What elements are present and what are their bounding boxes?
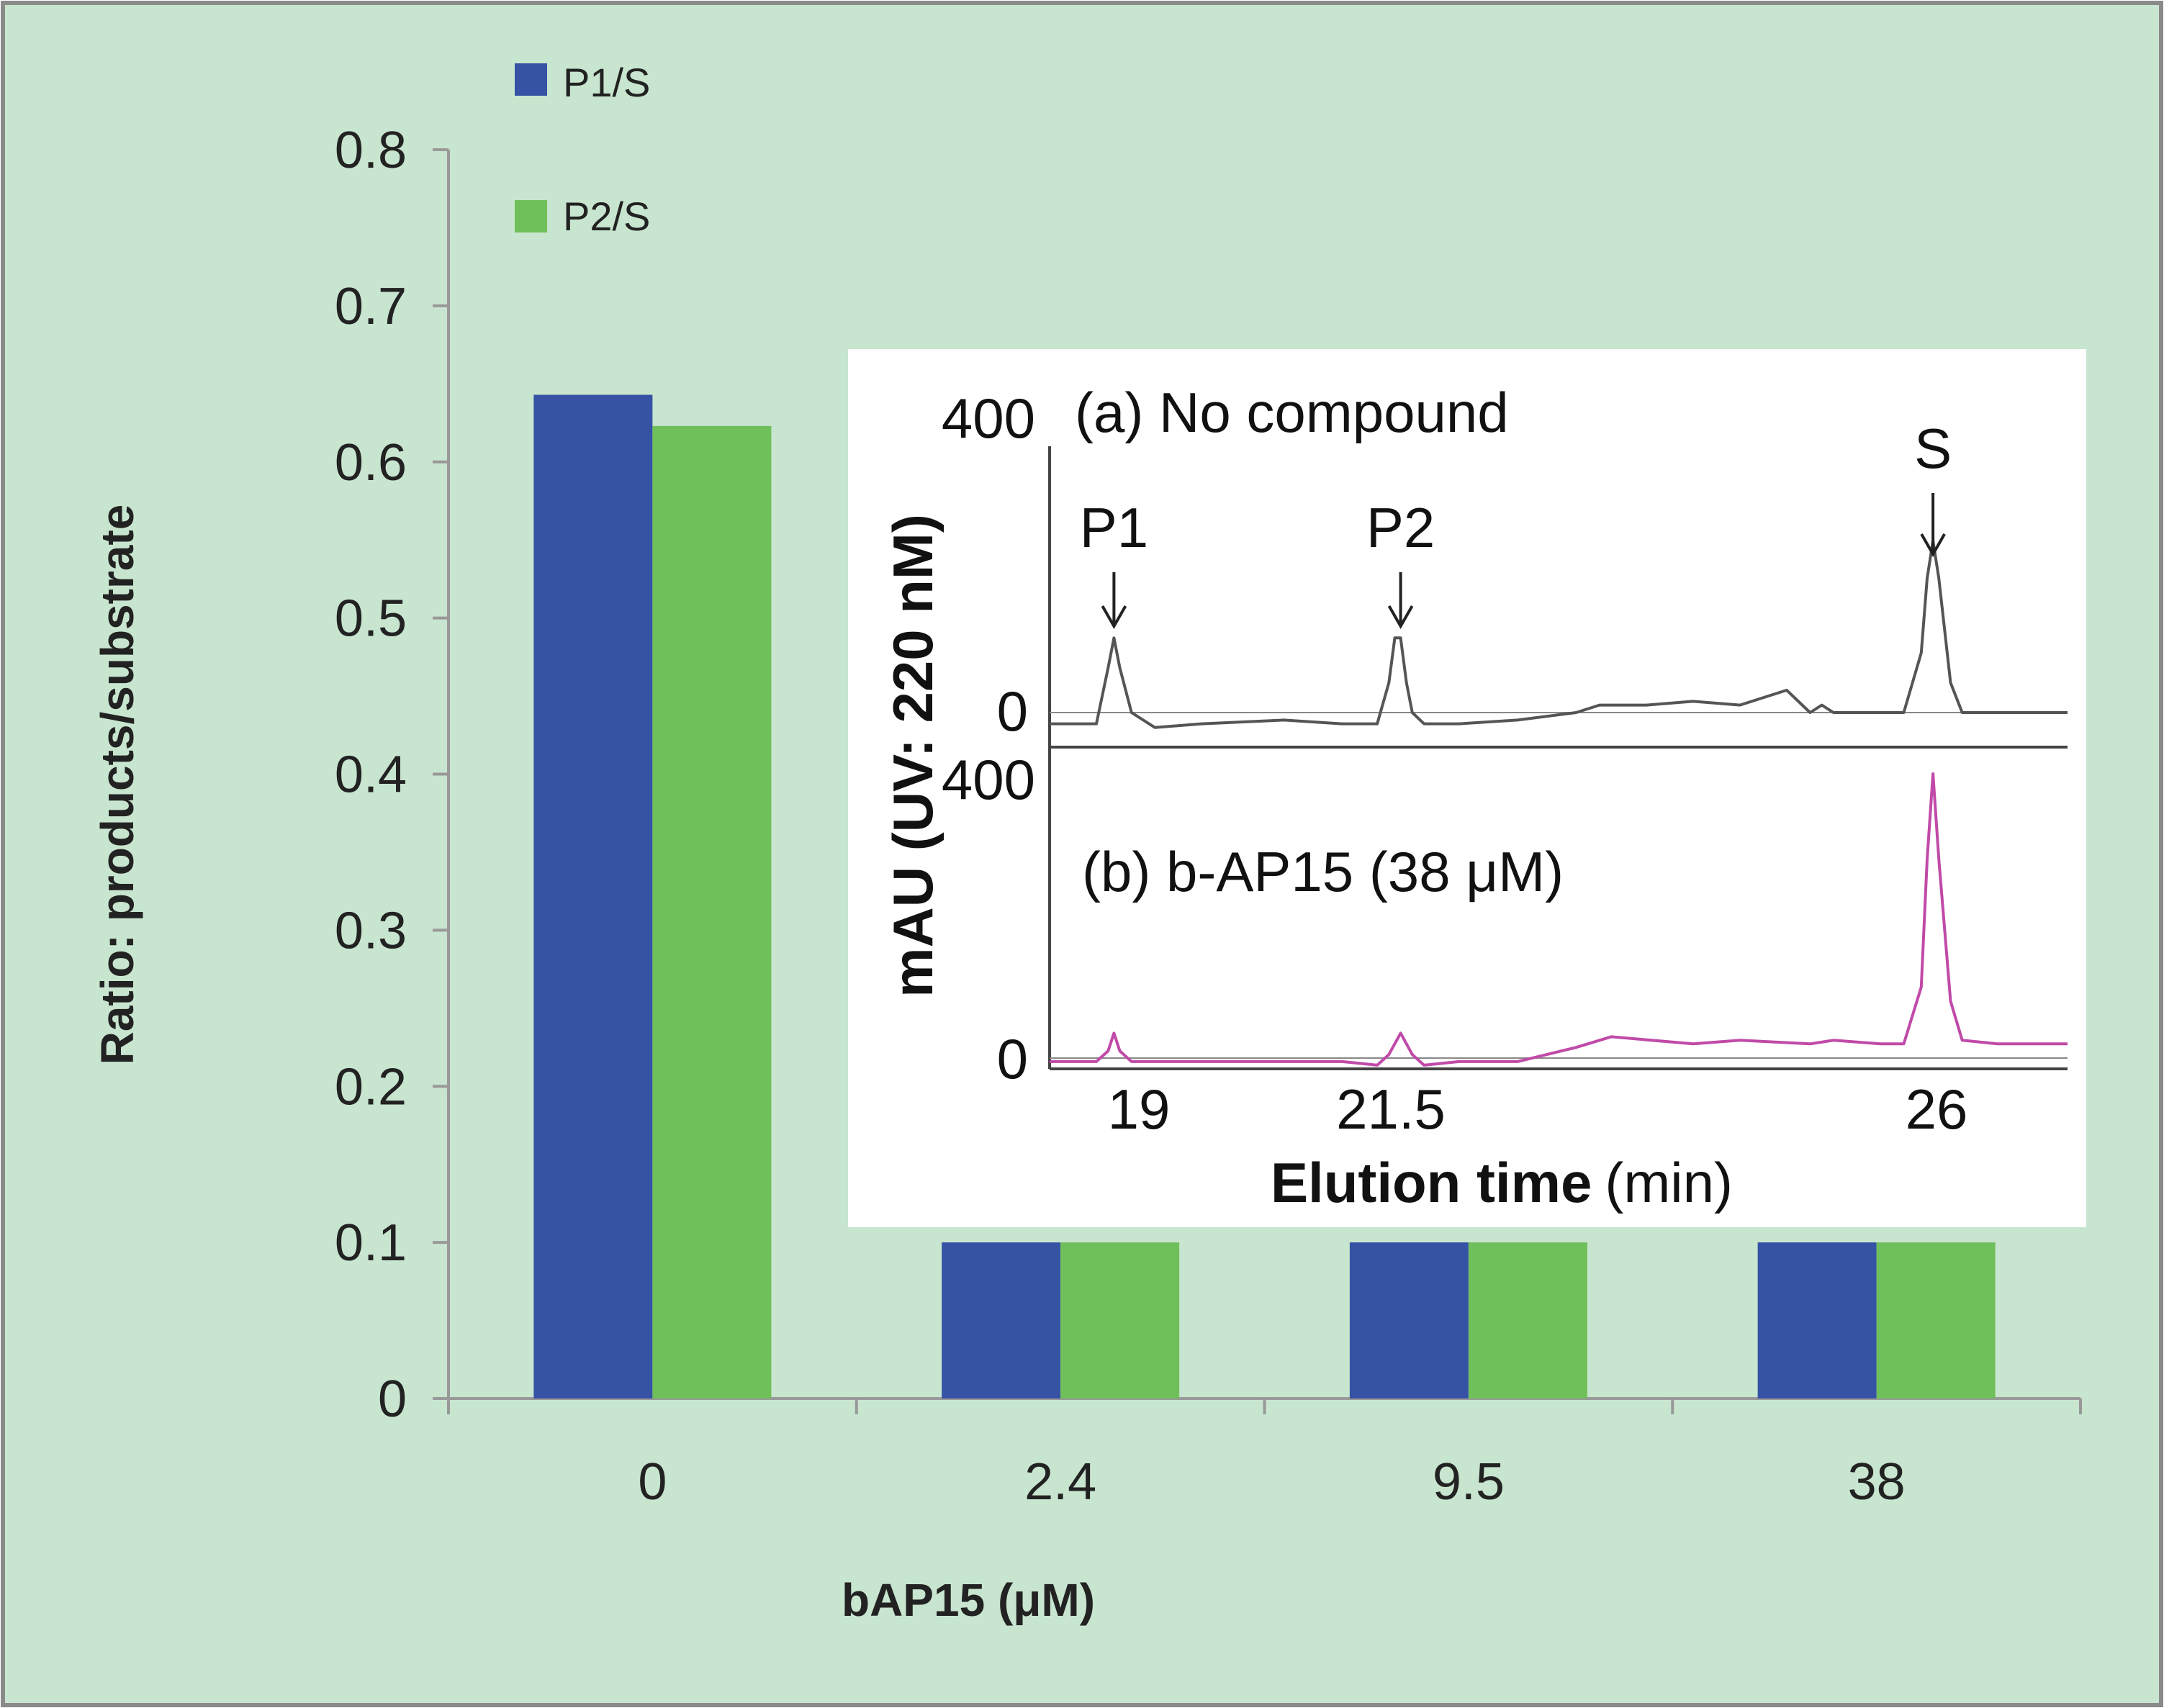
- y-tick-label: 0.1: [335, 1214, 407, 1272]
- inset-y-axis-title: mAU (UV: 220 nM): [881, 514, 945, 998]
- inset-y-tick-b-bottom: 0: [997, 1027, 1028, 1090]
- y-tick-label: 0.3: [335, 902, 407, 959]
- legend-label-p1: P1/S: [563, 60, 650, 105]
- y-tick-label: 0.6: [335, 434, 407, 492]
- y-tick-label: 0.7: [335, 278, 407, 335]
- y-tick-label: 0.4: [335, 746, 407, 804]
- x-axis-title: bAP15 (μM): [842, 1574, 1095, 1626]
- inset-background: [848, 349, 2086, 1227]
- inset-trace-panel-b: [1050, 772, 2068, 1067]
- inset-y-tick-a-bottom: 0: [997, 679, 1028, 743]
- bar-p1-s-9-5: [1349, 1242, 1469, 1399]
- bar-p1-s-2-4: [942, 1242, 1061, 1399]
- legend: P1/S P2/S: [515, 60, 650, 239]
- inset-y-tick-a-top: 400: [942, 387, 1035, 450]
- inset-y-tick-b-top: 400: [942, 748, 1035, 811]
- x-tick-label: 0: [638, 1453, 667, 1511]
- x-tick-label: 9.5: [1433, 1453, 1505, 1511]
- bar-p2-s-2-4: [1060, 1242, 1180, 1399]
- y-tick-label: 0.2: [335, 1058, 407, 1116]
- inset-x-axis-title: Elution time (min): [1271, 1151, 1733, 1214]
- bar-p2-s-38: [1876, 1242, 1996, 1399]
- y-axis-title: Ratio: products/substrate: [91, 505, 143, 1065]
- inset-x-tick-21-5: 21.5: [1336, 1077, 1446, 1141]
- bar-p2-s-9-5: [1468, 1242, 1587, 1399]
- peak-arrow-head: [1101, 605, 1127, 630]
- x-tick-label: 38: [1848, 1453, 1906, 1511]
- peak-arrow-head: [1387, 605, 1414, 630]
- inset-panel-b-label: (b) b-AP15 (38 μM): [1082, 840, 1564, 903]
- bar-p1-s-38: [1757, 1242, 1877, 1399]
- main-bar-chart: 0 0.1 0.2 0.3 0.4 0.5 0.6 0.7 0.8 0 2.4 9.5 38: [335, 122, 2082, 1511]
- inset-x-axis-title-main: Elution time: [1271, 1151, 1592, 1214]
- peak-label-p1: P1: [1080, 496, 1148, 559]
- legend-swatch-p2: [515, 200, 547, 232]
- inset-panel-a-label: (a) No compound: [1075, 381, 1509, 444]
- peak-arrow-head: [1920, 533, 1946, 558]
- inset-x-axis-title-unit: (min): [1605, 1151, 1733, 1214]
- legend-swatch-p1: [515, 63, 547, 96]
- inset-trace-panel-a: [1050, 539, 2068, 729]
- legend-label-p2: P2/S: [563, 194, 650, 239]
- y-tick-label: 0.5: [335, 590, 407, 648]
- bar-p1-s-0: [533, 394, 653, 1399]
- y-tick-label: 0: [378, 1370, 407, 1428]
- inset-x-tick-19: 19: [1108, 1077, 1171, 1141]
- y-tick-label: 0.8: [335, 122, 407, 179]
- inset-plot: P1 P2 S: [1048, 417, 2068, 1070]
- chromatogram-inset: P1 P2 S (a) No compound (b) b-AP15 (38 μM)…: [848, 349, 2086, 1227]
- x-tick-label: 2.4: [1024, 1453, 1096, 1511]
- bar-p2-s-0: [652, 425, 772, 1399]
- inset-x-tick-26: 26: [1906, 1077, 1968, 1141]
- peak-label-p2: P2: [1366, 496, 1435, 559]
- peak-label-s: S: [1914, 417, 1952, 480]
